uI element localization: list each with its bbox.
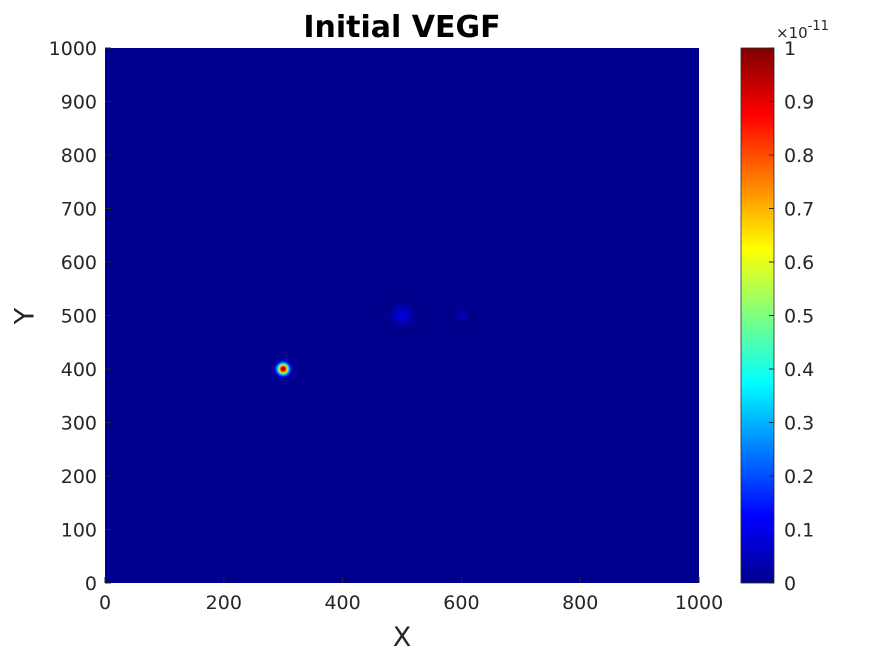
y-tick-label: 200: [61, 466, 97, 488]
vegf-source-3: [448, 302, 475, 329]
colorbar-tick-label: 0.1: [784, 520, 814, 542]
y-tick-label: 400: [61, 359, 97, 381]
colorbar-tick-label: 0: [784, 573, 796, 595]
colorbar-tick-label: 0.9: [784, 92, 814, 114]
colorbar-tick-label: 0.4: [784, 359, 814, 381]
colorbar-gradient: [740, 47, 775, 584]
y-tick-label: 700: [61, 199, 97, 221]
y-tick-label: 1000: [49, 38, 97, 60]
x-axis-ticks: 0 200 400 600 800 1000: [99, 577, 723, 614]
x-axis-label: X: [393, 622, 412, 653]
colorbar-tick-label: 0.2: [784, 466, 814, 488]
x-tick-label: 200: [206, 592, 242, 614]
plot-area: [105, 48, 699, 583]
colorbar-tick-label: 0.6: [784, 252, 814, 274]
vegf-source-1: [271, 357, 296, 381]
y-tick-label: 600: [61, 252, 97, 274]
vegf-source-2: [380, 293, 424, 338]
y-tick-label: 800: [61, 145, 97, 167]
colorbar-tick-label: 0.8: [784, 145, 814, 167]
colorbar-multiplier: ×10-11: [776, 19, 829, 42]
colorbar-tick-label: 1: [784, 38, 796, 60]
colorbar-ticks: 0 0.1 0.2 0.3 0.4 0.5 0.6 0.7 0.8 0.9 1: [769, 38, 814, 595]
x-tick-label: 600: [443, 592, 479, 614]
colorbar: 0 0.1 0.2 0.3 0.4 0.5 0.6 0.7 0.8 0.9 1 ×10-11: [740, 19, 829, 595]
heatmap-sources: [271, 293, 475, 381]
x-tick-label: 400: [324, 592, 360, 614]
y-axis-label: Y: [10, 307, 41, 325]
x-tick-label: 0: [99, 592, 111, 614]
y-tick-label: 100: [61, 520, 97, 542]
colorbar-tick-label: 0.3: [784, 413, 814, 435]
y-tick-label: 300: [61, 413, 97, 435]
y-tick-label: 900: [61, 92, 97, 114]
chart-title: Initial VEGF: [303, 10, 500, 45]
y-tick-label: 0: [85, 573, 97, 595]
colorbar-tick-label: 0.7: [784, 199, 814, 221]
y-axis-ticks: 0 100 200 300 400 500 600 700 800 900 1000: [49, 38, 111, 595]
colorbar-tick-label: 0.5: [784, 306, 814, 328]
x-tick-label: 1000: [675, 592, 723, 614]
x-tick-label: 800: [562, 592, 598, 614]
y-tick-label: 500: [61, 306, 97, 328]
